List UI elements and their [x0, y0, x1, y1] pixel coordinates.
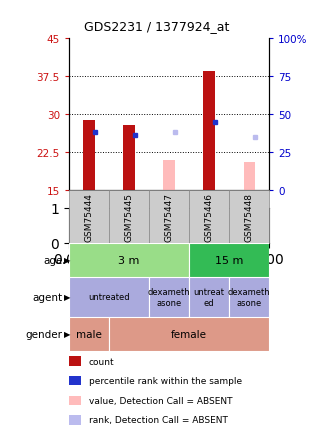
Text: ▶: ▶ — [64, 293, 70, 302]
Bar — [69, 357, 81, 366]
Bar — [123, 126, 135, 191]
Bar — [189, 278, 229, 317]
Text: male: male — [76, 329, 102, 339]
Text: untreated: untreated — [88, 293, 130, 302]
Bar — [69, 278, 149, 317]
Text: GDS2231 / 1377924_at: GDS2231 / 1377924_at — [84, 20, 229, 33]
Text: 15 m: 15 m — [215, 256, 243, 265]
Text: agent: agent — [33, 293, 63, 302]
Bar — [69, 317, 109, 352]
Text: ▶: ▶ — [64, 256, 70, 265]
Text: GSM75444: GSM75444 — [85, 193, 93, 241]
Bar — [109, 191, 149, 243]
Bar — [203, 72, 215, 191]
Bar — [149, 278, 189, 317]
Text: value, Detection Call = ABSENT: value, Detection Call = ABSENT — [89, 396, 232, 405]
Bar — [69, 376, 81, 385]
Text: ▶: ▶ — [64, 330, 70, 339]
Text: untreat
ed: untreat ed — [193, 288, 225, 307]
Bar — [229, 191, 269, 243]
Text: GSM75448: GSM75448 — [245, 193, 254, 241]
Bar — [69, 396, 81, 405]
Text: GSM75446: GSM75446 — [205, 193, 213, 241]
Text: 3 m: 3 m — [118, 256, 140, 265]
Text: age: age — [43, 256, 63, 265]
Bar — [69, 243, 189, 278]
Text: dexameth
asone: dexameth asone — [148, 288, 190, 307]
Bar — [163, 161, 175, 191]
Text: female: female — [171, 329, 207, 339]
Bar — [83, 121, 95, 191]
Bar — [69, 191, 109, 243]
Bar — [109, 317, 269, 352]
Bar — [229, 278, 269, 317]
Bar — [189, 243, 269, 278]
Bar — [189, 191, 229, 243]
Text: dexameth
asone: dexameth asone — [228, 288, 270, 307]
Text: GSM75445: GSM75445 — [125, 193, 133, 241]
Bar — [69, 415, 81, 424]
Text: count: count — [89, 357, 115, 366]
Text: percentile rank within the sample: percentile rank within the sample — [89, 376, 242, 385]
Text: GSM75447: GSM75447 — [165, 193, 173, 241]
Bar — [149, 191, 189, 243]
Bar — [244, 163, 255, 191]
Text: rank, Detection Call = ABSENT: rank, Detection Call = ABSENT — [89, 415, 228, 424]
Text: gender: gender — [26, 329, 63, 339]
